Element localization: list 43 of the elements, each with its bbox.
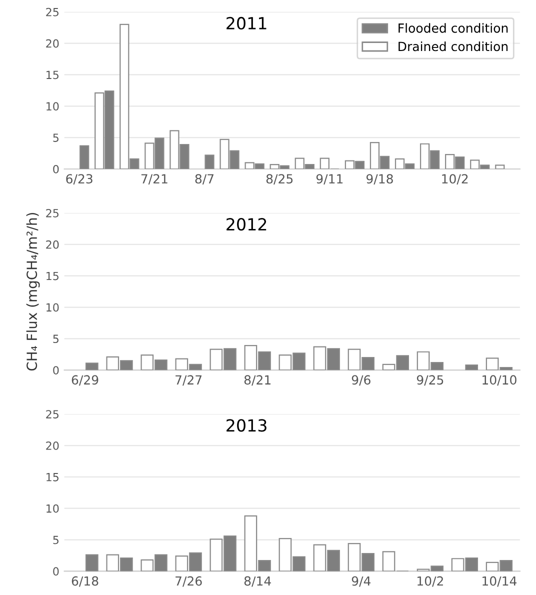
- y-tick-label: 25: [46, 8, 58, 16]
- x-tick-label: 7/26: [176, 576, 202, 587]
- x-tick-label: 8/25: [266, 174, 293, 185]
- chart-title: 2011: [226, 16, 266, 30]
- chart-title: 2012: [226, 218, 266, 231]
- x-tick-label: 6/23: [66, 174, 92, 185]
- y-tick-label: 20: [46, 240, 59, 249]
- x-tick-label: 10/10: [482, 375, 516, 386]
- x-tick-label: 9/4: [352, 576, 371, 587]
- y-tick-label: 15: [46, 473, 58, 482]
- y-tick-label: 10: [46, 102, 59, 111]
- x-tick-label: 10/2: [418, 576, 443, 587]
- chart-title: 2013: [226, 419, 266, 432]
- x-tick-label: 6/18: [72, 576, 98, 587]
- x-tick-label: 8/21: [244, 375, 270, 386]
- x-tick-label: 7/27: [176, 375, 202, 386]
- x-tick-label: 9/6: [352, 375, 370, 386]
- y-tick-label: 0: [53, 366, 59, 374]
- y-tick-label: 5: [53, 334, 58, 344]
- y-tick-label: 0: [53, 567, 59, 576]
- x-tick-label: 10/14: [482, 576, 517, 587]
- y-tick-label: 10: [46, 504, 59, 513]
- y-tick-label: 10: [46, 303, 59, 312]
- y-tick-label: 5: [53, 536, 58, 544]
- y-axis-title: CH₄ Flux (mgCH₄/m²/h): [26, 212, 40, 371]
- y-tick-label: 20: [46, 39, 59, 48]
- y-tick-label: 0: [53, 164, 59, 174]
- y-tick-label: 25: [46, 208, 58, 218]
- y-tick-label: 20: [46, 441, 59, 450]
- x-tick-label: 6/29: [72, 375, 98, 386]
- y-tick-label: 15: [46, 70, 58, 80]
- x-tick-label: 9/18: [366, 174, 393, 185]
- y-tick-label: 5: [53, 134, 58, 142]
- y-tick-label: 25: [46, 410, 58, 418]
- legend-label: Flooded condition: [398, 23, 508, 33]
- x-tick-label: 7/21: [141, 174, 168, 185]
- x-tick-label: 8/14: [244, 576, 271, 587]
- x-tick-label: 8/7: [195, 174, 214, 185]
- x-tick-label: 10/2: [442, 174, 468, 185]
- x-tick-label: 9/25: [416, 375, 444, 386]
- y-tick-label: 15: [46, 272, 58, 280]
- legend-label: Drained condition: [398, 42, 508, 52]
- x-tick-label: 9/11: [316, 174, 343, 185]
